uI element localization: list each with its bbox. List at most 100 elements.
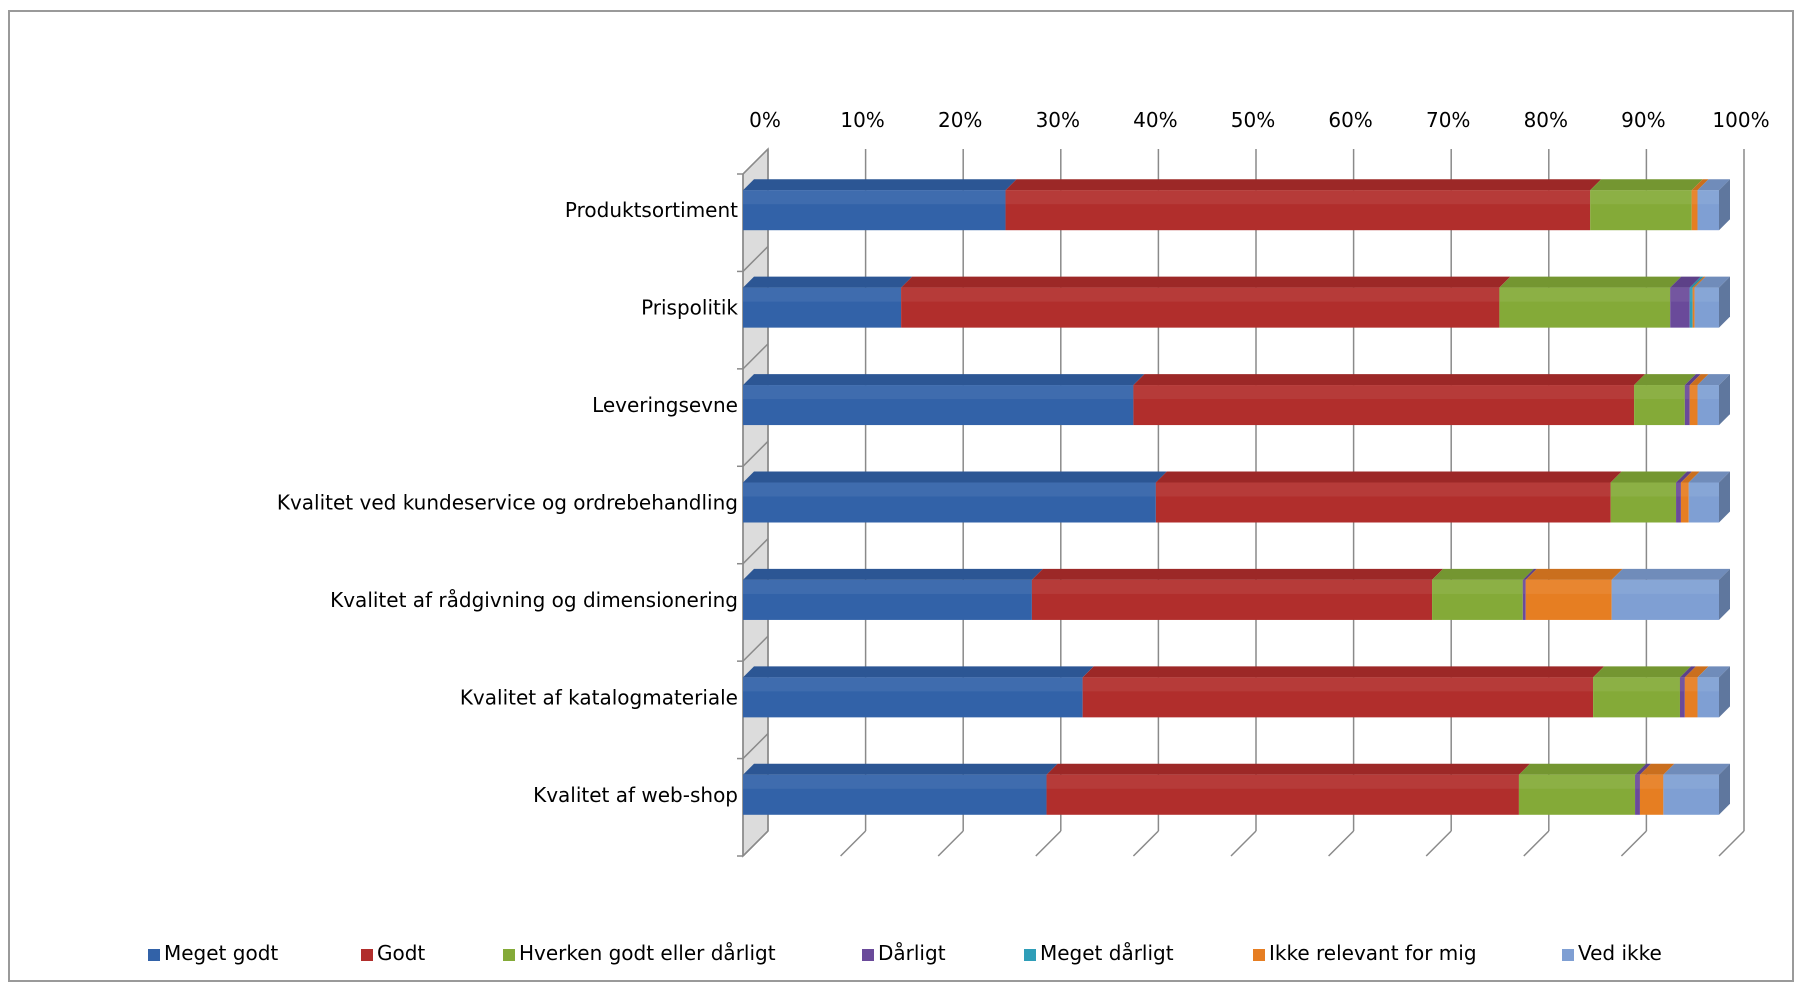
bar-segment-top [1635,763,1651,775]
legend-swatch [503,949,515,961]
bar-segment-highlight [1694,287,1719,302]
bar-segment-top [1679,666,1696,678]
floor-tick [1035,830,1062,857]
bar-segment [1676,482,1681,523]
bar-segment-top [743,471,1167,483]
bar-segment-top [1611,568,1730,580]
bar-segment-top [1610,471,1688,483]
bar-segment-highlight [1680,482,1689,497]
side-wall-tick [742,733,769,760]
floor-tick [1132,830,1159,857]
bar-segment-highlight [1670,287,1690,302]
bar-segment-top [1689,276,1704,288]
x-tick-label: 0% [749,108,781,132]
legend-label: Hverken godt eller dårligt [519,941,776,965]
floor-tick [1718,830,1745,857]
bar-segment-highlight [1676,482,1681,497]
floor-tick [937,830,964,857]
legend-swatch [148,949,160,961]
legend-label: Ved ikke [1578,941,1662,965]
bar-segment-highlight [1432,579,1523,594]
legend-swatch [862,949,874,961]
x-tick-label: 100% [1712,108,1769,132]
floor-tick [1328,830,1355,857]
legend-swatch [1253,949,1265,961]
bar-segment-top [1676,471,1692,483]
legend-label: Godt [377,941,425,965]
bar-segment-top [1518,763,1647,775]
bar-segment-highlight [1082,677,1594,692]
category-label: Prispolitik [641,296,738,320]
bar-segment [1684,385,1690,426]
legend-label: Ikke relevant for mig [1269,941,1477,965]
bar-segment-highlight [1697,190,1719,205]
bar-segment [1692,287,1695,328]
bar-segment-highlight [1499,287,1671,302]
bar-segment-top [1691,179,1709,191]
x-tick-label: 40% [1133,108,1177,132]
bar-segment-highlight [1005,190,1591,205]
bar-segment-top [1133,374,1646,386]
bar-segment-top [1697,666,1730,678]
side-wall-tick [742,538,769,565]
bar-segment-top [1684,666,1709,678]
bar-segment-highlight [1518,774,1636,789]
bar-segment [1635,774,1640,815]
legend-swatch [361,949,373,961]
bar-segment-highlight [743,190,1006,205]
bar-end-cap [1719,763,1730,815]
bar-segment-highlight [1634,385,1685,400]
bar-segment-highlight [1663,774,1719,789]
bar-segment-highlight [901,287,1500,302]
x-tick-label: 80% [1524,108,1568,132]
bar-segment-top [1005,179,1602,191]
bar-segment-top [1663,763,1730,775]
bar-segment-highlight [1525,579,1612,594]
bar-segment-top [743,568,1043,580]
bar-segment-top [1692,276,1706,288]
bar-segment-top [743,666,1094,678]
legend-label: Dårligt [878,941,946,965]
bar-segment-highlight [1691,190,1698,205]
x-tick-label: 90% [1621,108,1665,132]
bar-segment-top [1680,471,1700,483]
bar-segment-highlight [1689,385,1698,400]
bar-segment-highlight [1697,385,1719,400]
category-labels: Produktsortiment Prispolitik Leveringsevne… [277,198,739,807]
legend-swatch [1024,949,1036,961]
category-label: Produktsortiment [565,198,738,222]
bar-segment-top [743,763,1058,775]
bar-segment-top [1634,374,1696,386]
x-tick-label: 50% [1231,108,1275,132]
x-tick-label: 10% [840,108,884,132]
floor-tick [1230,830,1257,857]
bar-segment-top [1684,374,1701,386]
bar-segment-top [1688,471,1730,483]
bar-segment-highlight [1688,482,1719,497]
category-label: Kvalitet ved kundeservice og ordrebehand… [277,491,738,515]
bar-segment-highlight [743,774,1047,789]
side-wall-tick [742,343,769,370]
bar-end-cap [1719,666,1730,718]
floor-tick [840,830,867,857]
bar-segment-top [1155,471,1622,483]
bar-segment-top [1697,179,1730,191]
bar-segment-highlight [1684,385,1690,400]
bar-segment-top [1639,763,1675,775]
bar-segment-highlight [1133,385,1635,400]
bar-segment-highlight [1611,579,1719,594]
bar-end-cap [1719,276,1730,328]
category-label: Leveringsevne [592,393,738,417]
floor-tick [742,830,769,857]
side-wall-tick [742,148,769,175]
legend-swatch [1562,949,1574,961]
bar-segment-top [1525,568,1623,580]
bar-segment [1689,287,1693,328]
floor-tick [1523,830,1550,857]
bar-segment-top [1031,568,1444,580]
bar-segment-highlight [1679,677,1685,692]
bar-segment-top [1697,374,1730,386]
bar-segment-highlight [1639,774,1664,789]
floor-tick [1620,830,1647,857]
